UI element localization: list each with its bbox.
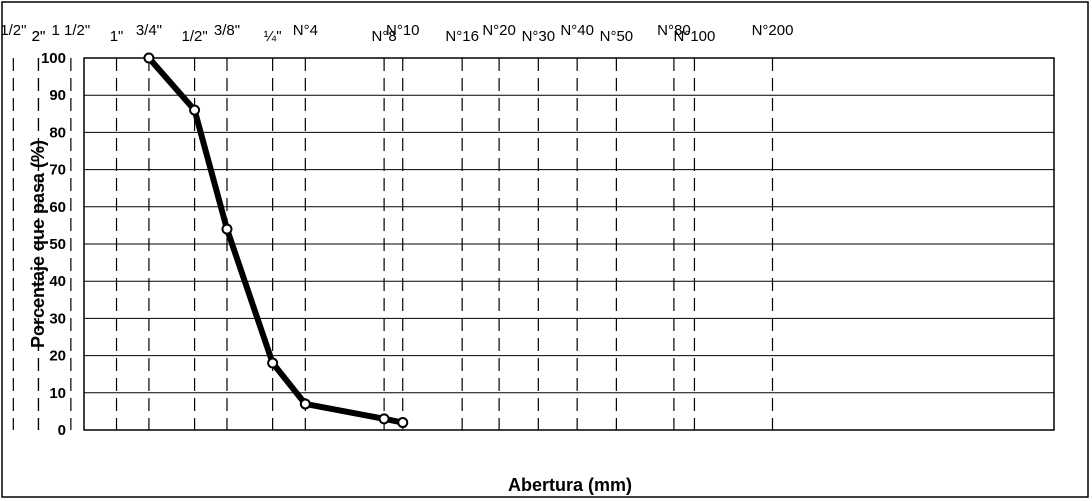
y-axis-title: Porcentaje que pasa (%) bbox=[28, 140, 48, 348]
y-tick-label: 10 bbox=[49, 385, 66, 402]
data-point bbox=[378, 413, 390, 425]
y-tick-label: 60 bbox=[49, 199, 66, 216]
y-tick-label: 90 bbox=[49, 87, 66, 104]
sieve-label: 1" bbox=[110, 28, 124, 45]
sieve-label: N°30 bbox=[522, 28, 556, 45]
sieve-label: N°50 bbox=[600, 28, 634, 45]
y-tick-label: 70 bbox=[49, 162, 66, 179]
sieve-label: 1/2" bbox=[181, 28, 207, 45]
data-point bbox=[397, 417, 409, 429]
sieve-label: N°8 bbox=[372, 28, 397, 45]
y-tick-label: 50 bbox=[49, 236, 66, 253]
sieve-label: N°100 bbox=[674, 28, 716, 45]
sieve-label: 1/2" bbox=[0, 22, 26, 39]
sieve-label: 1 1/2" bbox=[52, 22, 91, 39]
sieve-labels: 3"2"1/2"2"1 1/2"1"3/4"1/2"3/8"¼"N°4N°8N°… bbox=[0, 22, 793, 45]
y-axis-ticks: 0 10 20 30 40 50 60 70 80 90 100 bbox=[41, 50, 66, 439]
y-tick-label: 80 bbox=[49, 124, 66, 141]
sieve-label: N°4 bbox=[293, 22, 318, 39]
data-point bbox=[267, 357, 279, 369]
series-layer bbox=[143, 52, 409, 429]
sieve-label: N°80 bbox=[657, 22, 691, 39]
data-point bbox=[299, 398, 311, 410]
y-tick-label: 0 bbox=[58, 422, 66, 439]
sieve-label: 3/4" bbox=[136, 22, 162, 39]
sieve-label: 2" bbox=[32, 28, 46, 45]
sieve-label: N°16 bbox=[445, 28, 479, 45]
y-tick-label: 30 bbox=[49, 310, 66, 327]
sieve-label: 2" bbox=[32, 28, 46, 45]
data-point bbox=[221, 223, 233, 235]
y-tick-label: 20 bbox=[49, 348, 66, 365]
sieve-label: N°200 bbox=[752, 22, 794, 39]
y-tick-label: 40 bbox=[49, 273, 66, 290]
data-point bbox=[143, 52, 155, 64]
sieve-label: N°20 bbox=[482, 22, 516, 39]
x-axis-title: Abertura (mm) bbox=[508, 475, 632, 495]
sieve-label: ¼" bbox=[264, 28, 282, 45]
y-tick-label: 100 bbox=[41, 50, 66, 67]
sieve-label: 3/8" bbox=[214, 22, 240, 39]
data-point bbox=[189, 104, 201, 116]
sieve-label: N°10 bbox=[386, 22, 420, 39]
sieve-label: N°40 bbox=[560, 22, 594, 39]
